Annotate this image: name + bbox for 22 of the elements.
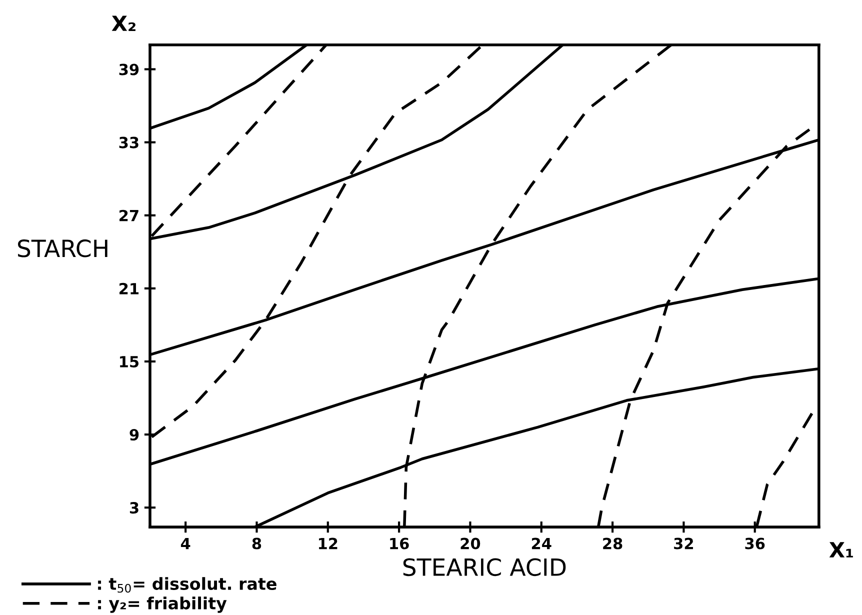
x-tick-label: 36 [745,538,765,550]
y-tick-label: 3 [130,502,138,514]
legend-label: : y₂= friability [98,596,227,613]
x-tick-label: 4 [180,538,190,550]
x-tick-label: 12 [318,538,338,550]
x-tick-label: 28 [603,538,622,550]
x-tick-label: 32 [674,538,693,550]
y-tick-label: 9 [130,429,139,441]
text: X₂ [112,16,136,31]
legend-label: : t$_{50}$= dissolut. rate [98,577,276,593]
y-tick-label: 33 [119,136,138,148]
x-tick-label: 8 [252,538,262,550]
x-tick-label: 16 [390,538,409,550]
x-tick-label: 24 [532,538,552,550]
y-tick-label: 39 [119,64,139,76]
x-tick-label: 20 [460,538,480,550]
y-tick-label: 21 [120,282,139,294]
y-tick-label: 15 [120,356,139,368]
y-axis-title: STARCH [18,239,108,258]
text: X₁ [829,542,853,558]
y-tick-label: 27 [120,210,138,222]
x-axis-title: STEARIC ACID [403,558,566,576]
